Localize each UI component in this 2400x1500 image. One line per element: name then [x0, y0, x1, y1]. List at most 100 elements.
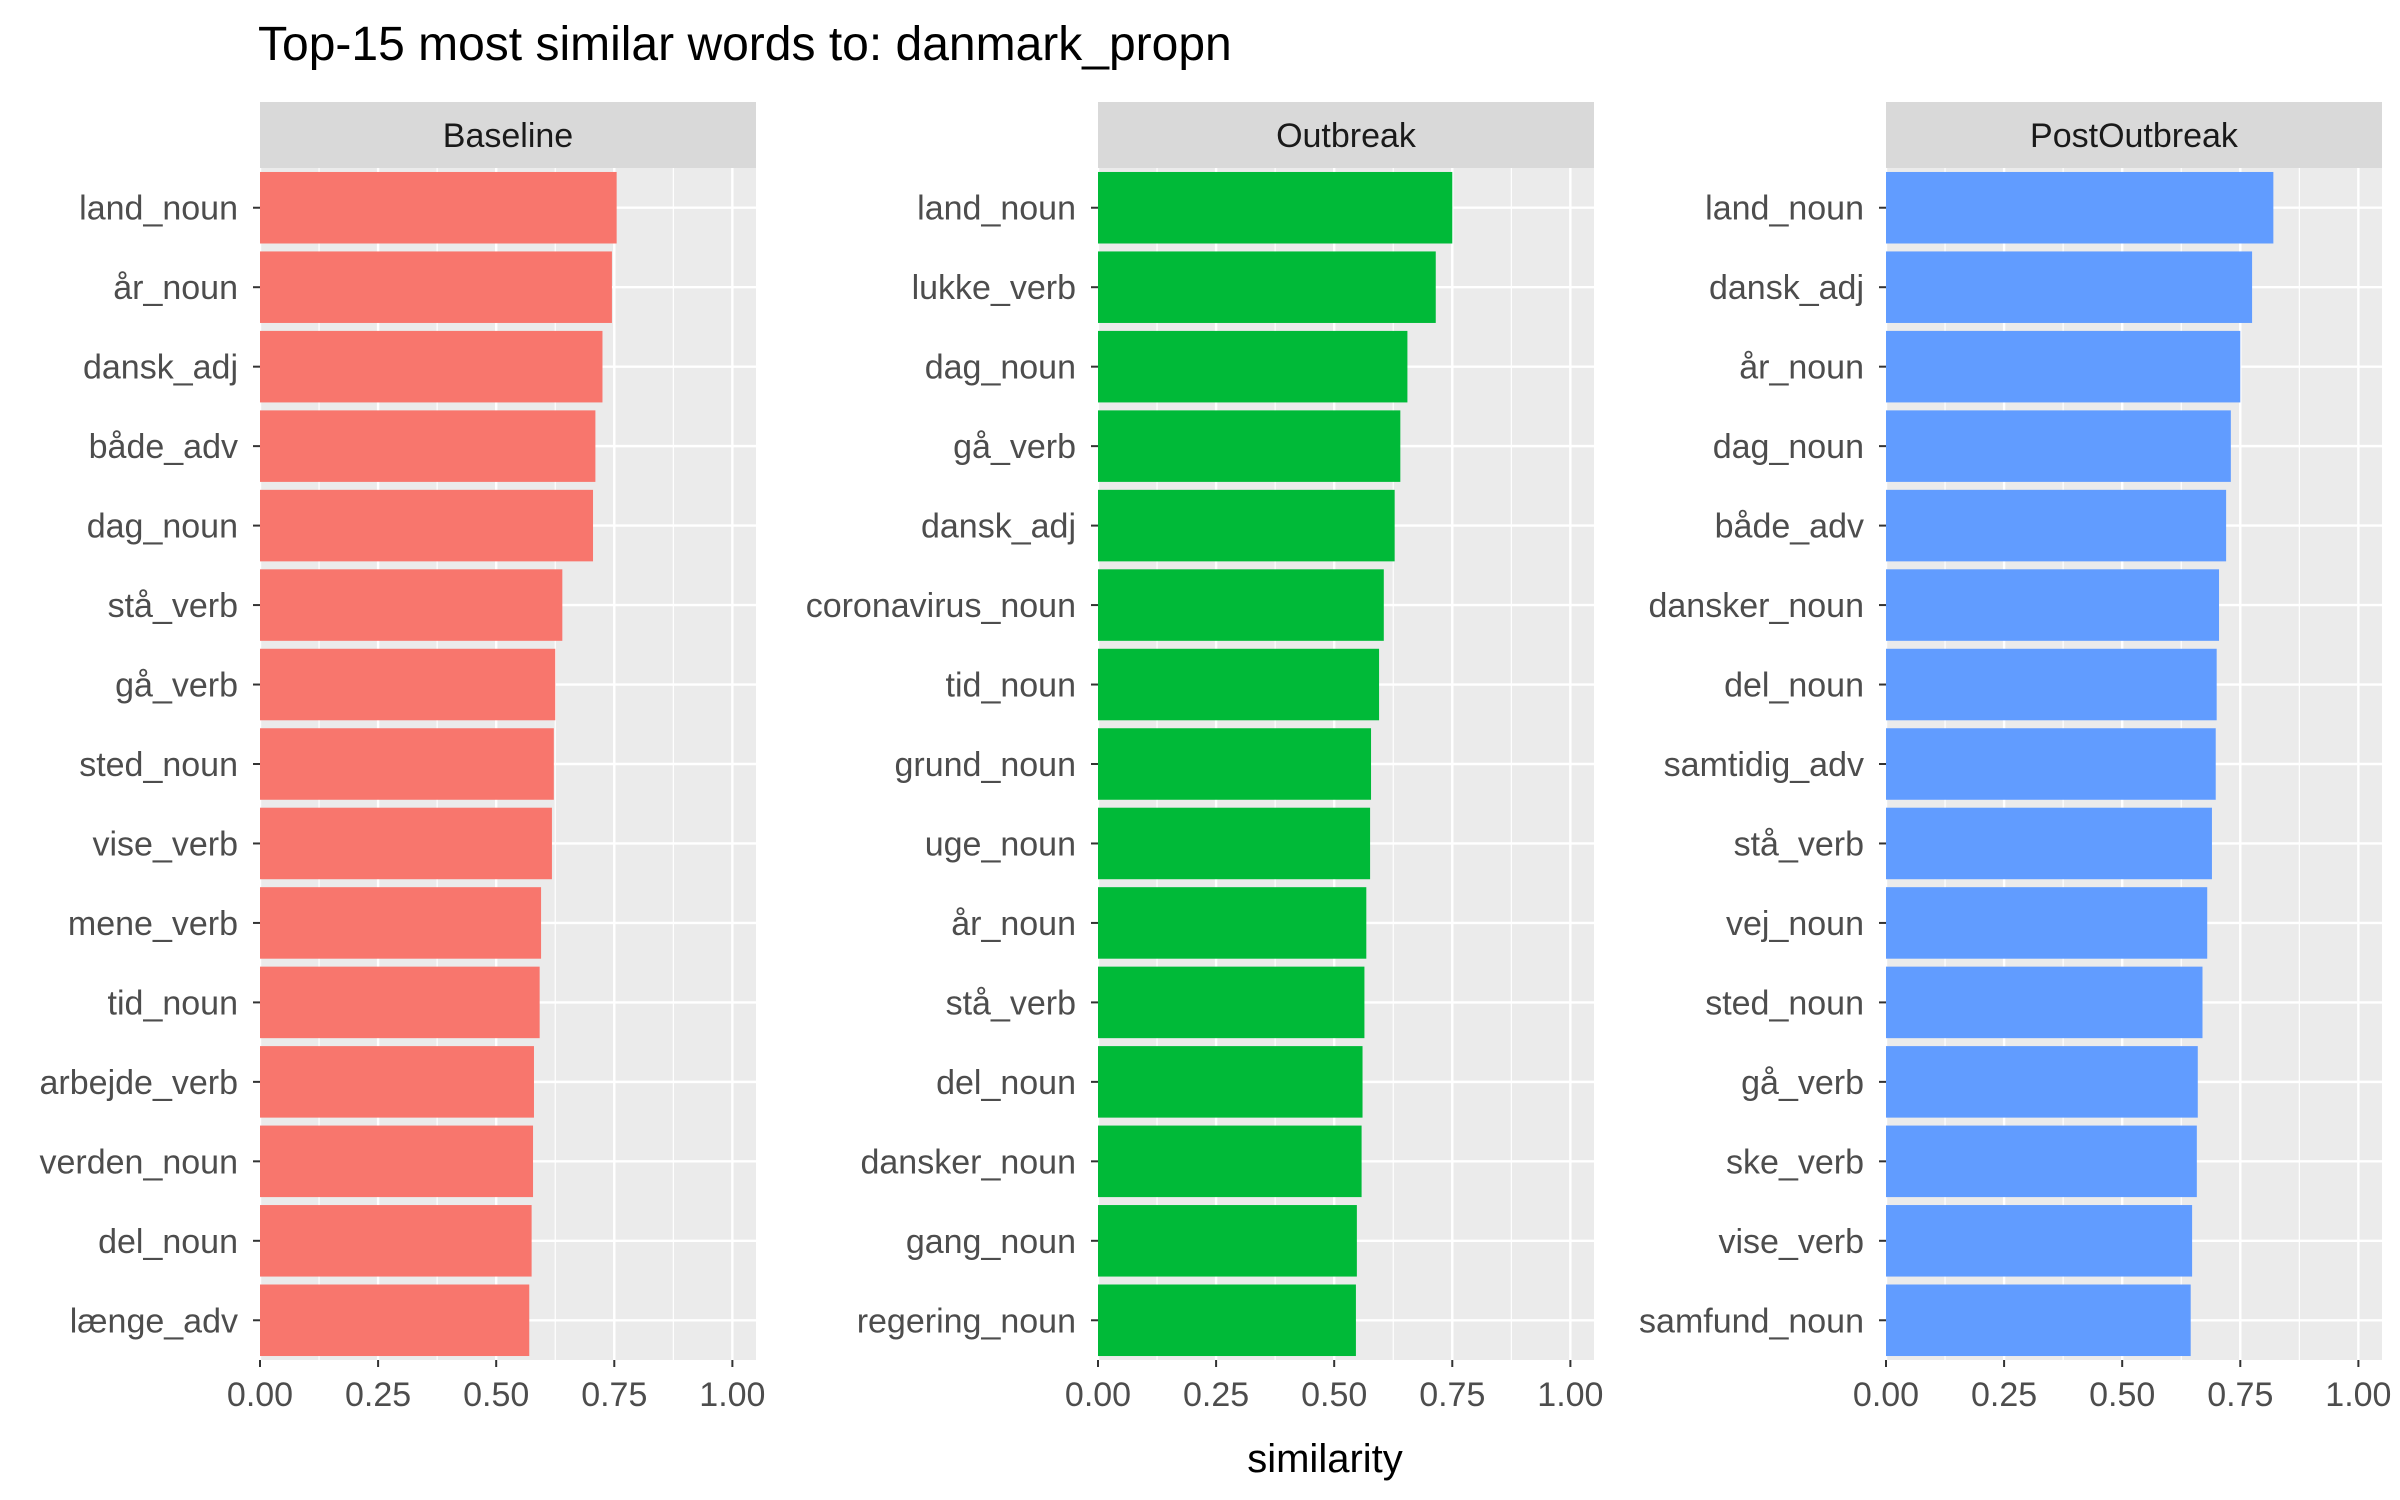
bar-vise_verb: [260, 807, 552, 880]
y-tick-label: grund_noun: [894, 746, 1076, 784]
y-tick-label: dansk_adj: [1709, 269, 1864, 307]
bar-vej_noun: [1886, 887, 2208, 959]
bar-regering_noun: [1098, 1284, 1356, 1357]
y-tick-label: dansker_noun: [1648, 587, 1864, 625]
bar-stå_verb: [1098, 966, 1365, 1039]
x-tick-label: 0.50: [1301, 1376, 1367, 1414]
chart-title: Top-15 most similar words to: danmark_pr…: [258, 18, 1232, 71]
x-tick-label: 0.75: [2207, 1376, 2273, 1414]
bar-land_noun: [1886, 171, 2274, 244]
x-tick-label: 0.00: [1853, 1376, 1919, 1414]
y-tick-label: både_adv: [1715, 508, 1864, 546]
bar-sted_noun: [260, 728, 554, 800]
bar-verden_noun: [260, 1125, 534, 1198]
x-tick-label: 0.00: [1065, 1376, 1131, 1414]
bar-uge_noun: [1098, 807, 1371, 880]
bar-gå_verb: [260, 648, 556, 721]
bar-stå_verb: [260, 569, 563, 641]
facet-strip-label: Outbreak: [1276, 117, 1417, 155]
y-tick-label: tid_noun: [108, 984, 238, 1022]
x-tick-label: 1.00: [2325, 1376, 2391, 1414]
y-tick-label: tid_noun: [946, 667, 1076, 705]
y-tick-label: gå_verb: [115, 667, 238, 705]
y-tick-label: ske_verb: [1726, 1143, 1864, 1181]
bar-arbejde_verb: [260, 1046, 534, 1118]
y-tick-label: år_noun: [113, 269, 238, 307]
y-tick-label: gå_verb: [1741, 1064, 1864, 1102]
y-tick-label: arbejde_verb: [40, 1064, 238, 1102]
bar-samtidig_adv: [1886, 728, 2216, 800]
facet-strip: [1098, 102, 1594, 168]
bar-dansk_adj: [1098, 489, 1395, 562]
y-tick-label: lukke_verb: [912, 269, 1076, 307]
x-tick-label: 0.75: [1419, 1376, 1485, 1414]
y-tick-label: dansker_noun: [860, 1143, 1076, 1181]
facets: Baseline land_noun år_noun dansk_adj både_ad…: [39, 102, 2391, 1414]
y-tick-label: dag_noun: [1713, 428, 1864, 466]
y-tick-label: dansk_adj: [83, 349, 238, 387]
bar-både_adv: [260, 410, 596, 482]
y-tick-label: dag_noun: [87, 508, 238, 546]
x-tick-label: 0.50: [2089, 1376, 2155, 1414]
bar-mene_verb: [260, 887, 542, 959]
bar-coronavirus_noun: [1098, 569, 1384, 641]
y-tick-label: land_noun: [917, 190, 1076, 228]
y-tick-label: stå_verb: [1734, 825, 1864, 863]
bar-dag_noun: [1886, 410, 2231, 482]
facet-strip-label: Baseline: [443, 117, 573, 155]
y-tick-label: regering_noun: [857, 1302, 1076, 1340]
y-tick-label: stå_verb: [946, 984, 1076, 1022]
bar-dansk_adj: [260, 330, 603, 403]
bar-dansker_noun: [1886, 569, 2220, 641]
x-tick-label: 1.00: [699, 1376, 765, 1414]
y-tick-label: verden_noun: [39, 1143, 238, 1181]
facet-strip-label: PostOutbreak: [2030, 117, 2239, 155]
bar-år_noun: [260, 251, 612, 323]
y-tick-label: del_noun: [1724, 667, 1864, 705]
bar-længe_adv: [260, 1284, 530, 1357]
y-tick-label: dansk_adj: [921, 508, 1076, 546]
bar-dansk_adj: [1886, 251, 2253, 323]
bar-ske_verb: [1886, 1125, 2197, 1198]
x-tick-label: 1.00: [1537, 1376, 1603, 1414]
y-tick-label: vej_noun: [1726, 905, 1864, 943]
y-tick-label: dag_noun: [925, 349, 1076, 387]
y-tick-label: samfund_noun: [1639, 1302, 1864, 1340]
y-tick-label: vise_verb: [1718, 1223, 1864, 1261]
bar-stå_verb: [1886, 807, 2212, 880]
x-tick-label: 0.25: [1971, 1376, 2037, 1414]
y-tick-label: længe_adv: [70, 1302, 238, 1340]
bar-gang_noun: [1098, 1205, 1357, 1277]
y-tick-label: uge_noun: [925, 825, 1076, 863]
x-axis-label: similarity: [1247, 1437, 1403, 1481]
y-tick-label: samtidig_adv: [1664, 746, 1864, 784]
bar-år_noun: [1098, 887, 1367, 959]
y-tick-label: del_noun: [936, 1064, 1076, 1102]
bar-sted_noun: [1886, 966, 2203, 1039]
y-tick-label: gang_noun: [906, 1223, 1076, 1261]
x-tick-label: 0.00: [227, 1376, 293, 1414]
bar-tid_noun: [1098, 648, 1380, 721]
bar-dansker_noun: [1098, 1125, 1362, 1198]
y-tick-label: sted_noun: [1705, 984, 1864, 1022]
bar-land_noun: [1098, 171, 1453, 244]
y-tick-label: del_noun: [98, 1223, 238, 1261]
y-tick-label: år_noun: [1739, 349, 1864, 387]
bar-gå_verb: [1886, 1046, 2198, 1118]
y-tick-label: land_noun: [79, 190, 238, 228]
y-tick-label: land_noun: [1705, 190, 1864, 228]
bar-dag_noun: [260, 489, 594, 562]
bar-land_noun: [260, 171, 617, 244]
facet-postoutbreak: PostOutbreak land_noun dansk_adj år_noundag…: [1639, 102, 2391, 1414]
facet-baseline: Baseline land_noun år_noun dansk_adj både_ad…: [39, 102, 765, 1414]
bar-samfund_noun: [1886, 1284, 2191, 1357]
bar-del_noun: [1098, 1046, 1363, 1118]
y-tick-label: vise_verb: [92, 825, 238, 863]
bar-dag_noun: [1098, 330, 1408, 403]
x-tick-label: 0.25: [1183, 1376, 1249, 1414]
bar-del_noun: [1886, 648, 2217, 721]
y-tick-label: år_noun: [951, 905, 1076, 943]
facet-strip: [1886, 102, 2382, 168]
bar-tid_noun: [260, 966, 540, 1039]
bar-vise_verb: [1886, 1205, 2193, 1277]
